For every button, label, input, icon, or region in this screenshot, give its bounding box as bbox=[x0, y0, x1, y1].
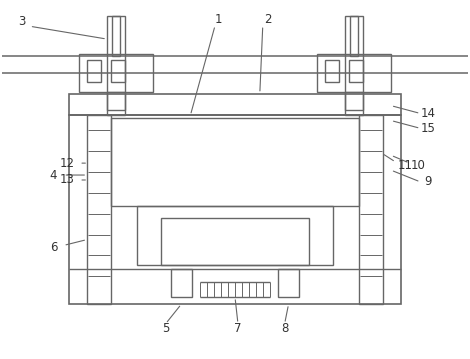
Text: 9: 9 bbox=[425, 176, 432, 188]
Bar bbox=[317, 54, 391, 92]
Text: 1: 1 bbox=[214, 13, 222, 26]
Text: 12: 12 bbox=[60, 157, 75, 170]
Text: 4: 4 bbox=[50, 168, 57, 182]
Bar bbox=[325, 60, 339, 82]
Bar bbox=[349, 60, 363, 82]
Bar bbox=[345, 92, 363, 109]
Text: 6: 6 bbox=[50, 241, 57, 254]
Bar bbox=[111, 118, 359, 206]
Bar bbox=[161, 218, 309, 265]
Bar bbox=[171, 269, 192, 297]
Bar bbox=[350, 16, 358, 56]
Text: 13: 13 bbox=[60, 173, 75, 186]
Text: 3: 3 bbox=[18, 15, 25, 28]
Bar bbox=[87, 116, 111, 304]
Bar bbox=[69, 94, 401, 116]
Bar bbox=[69, 116, 401, 304]
Bar bbox=[79, 54, 153, 92]
Text: 14: 14 bbox=[421, 107, 436, 120]
Bar bbox=[107, 16, 125, 116]
Bar bbox=[111, 60, 125, 82]
Text: 8: 8 bbox=[281, 322, 288, 335]
Text: 15: 15 bbox=[421, 122, 436, 135]
Text: 7: 7 bbox=[234, 322, 242, 335]
Bar bbox=[87, 60, 101, 82]
Text: 11: 11 bbox=[397, 159, 412, 172]
Text: 5: 5 bbox=[162, 322, 169, 335]
Bar bbox=[359, 116, 383, 304]
Bar bbox=[278, 269, 299, 297]
Text: 2: 2 bbox=[264, 13, 272, 26]
Bar bbox=[107, 92, 125, 109]
Bar bbox=[112, 16, 120, 56]
Bar bbox=[137, 206, 333, 265]
Text: 10: 10 bbox=[411, 159, 426, 172]
Bar bbox=[345, 16, 363, 116]
